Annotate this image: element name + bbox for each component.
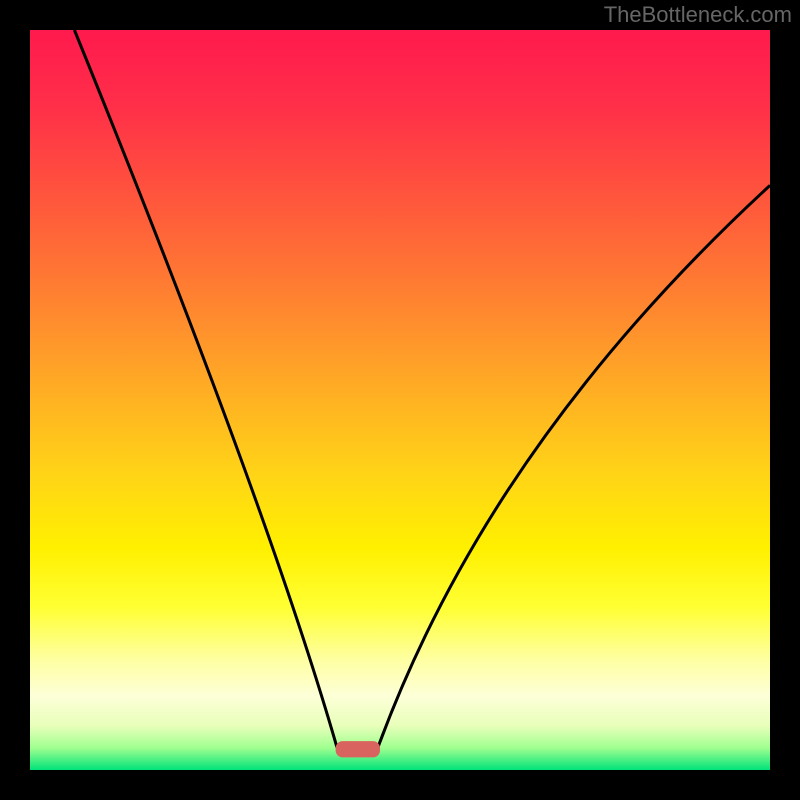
chart-container: TheBottleneck.com — [0, 0, 800, 800]
watermark-text: TheBottleneck.com — [604, 2, 792, 28]
bottleneck-chart — [0, 0, 800, 800]
plot-background — [30, 30, 770, 770]
optimal-marker — [336, 741, 380, 757]
